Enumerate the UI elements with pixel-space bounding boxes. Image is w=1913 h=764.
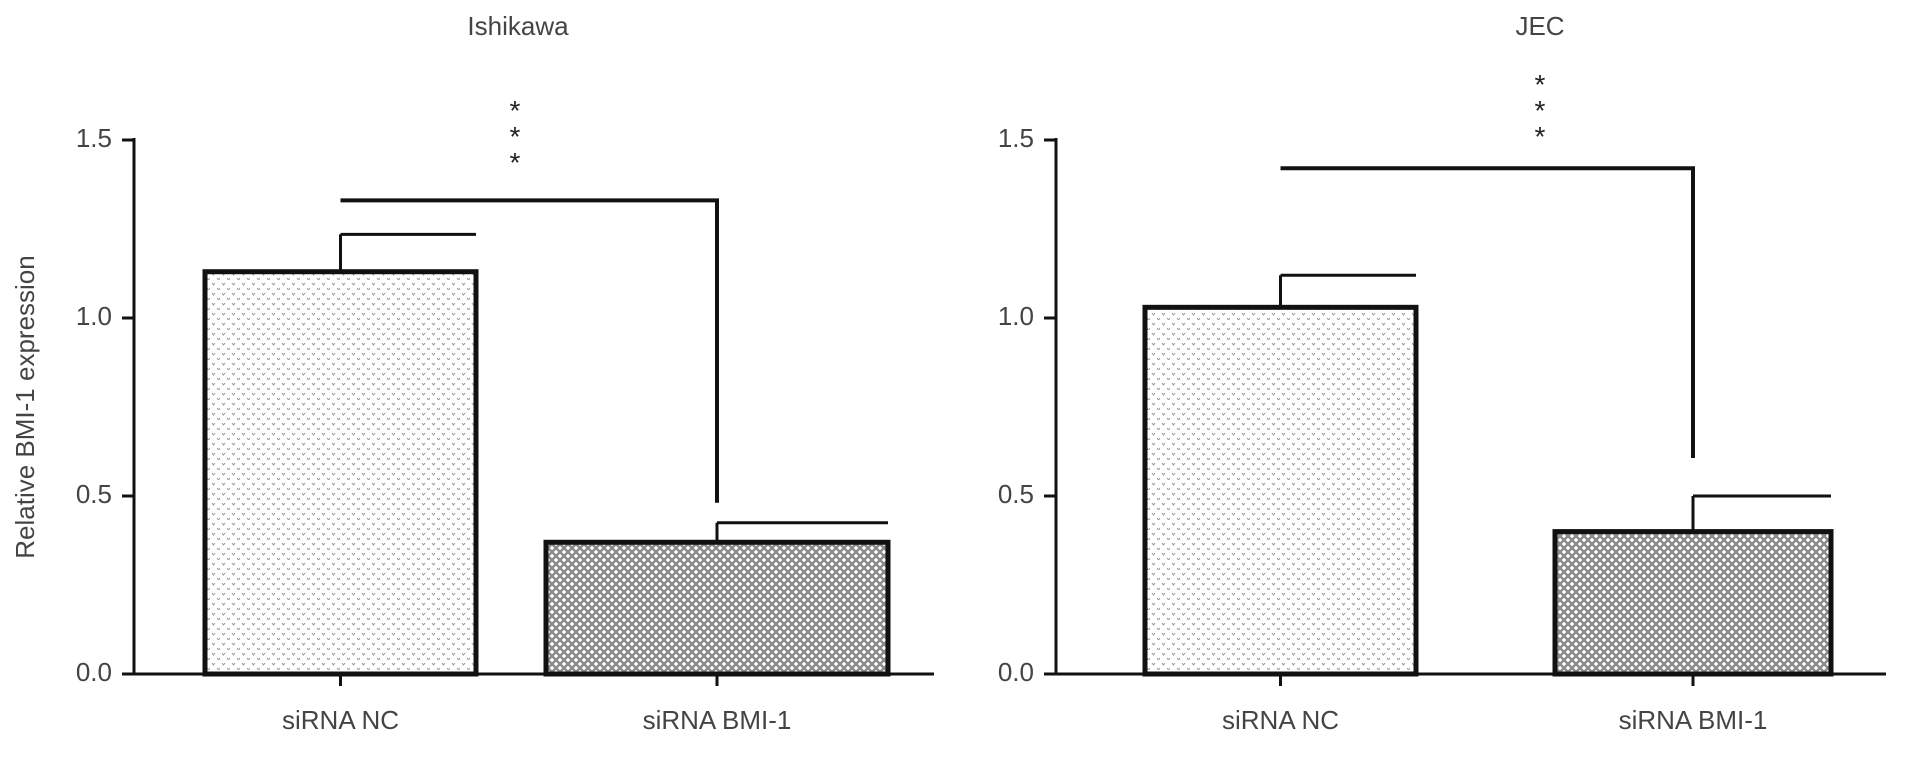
y-tick-label: 0.5 <box>998 479 1034 509</box>
x-tick-label: siRNA NC <box>282 705 399 735</box>
y-tick-label: 1.5 <box>998 123 1034 153</box>
bar <box>543 539 891 677</box>
bar <box>1552 529 1834 677</box>
significance-stars: *** <box>509 95 521 178</box>
x-tick-label: siRNA BMI-1 <box>643 705 792 735</box>
y-tick-label: 1.0 <box>998 301 1034 331</box>
y-axis-label: Relative BMI-1 expression <box>10 255 40 558</box>
x-tick-label: siRNA BMI-1 <box>1619 705 1768 735</box>
chart-title: JEC <box>1515 11 1564 41</box>
significance-bracket <box>1280 166 1695 458</box>
x-tick-label: siRNA NC <box>1222 705 1339 735</box>
y-tick-label: 1.5 <box>76 123 112 153</box>
y-tick-label: 0.0 <box>998 657 1034 687</box>
significance-bracket <box>340 198 719 503</box>
y-tick-label: 0.0 <box>76 657 112 687</box>
bar <box>202 269 479 677</box>
bar <box>1142 304 1419 677</box>
y-tick-label: 0.5 <box>76 479 112 509</box>
significance-stars: *** <box>1534 69 1546 152</box>
chart-title: Ishikawa <box>467 11 569 41</box>
y-tick-label: 1.0 <box>76 301 112 331</box>
